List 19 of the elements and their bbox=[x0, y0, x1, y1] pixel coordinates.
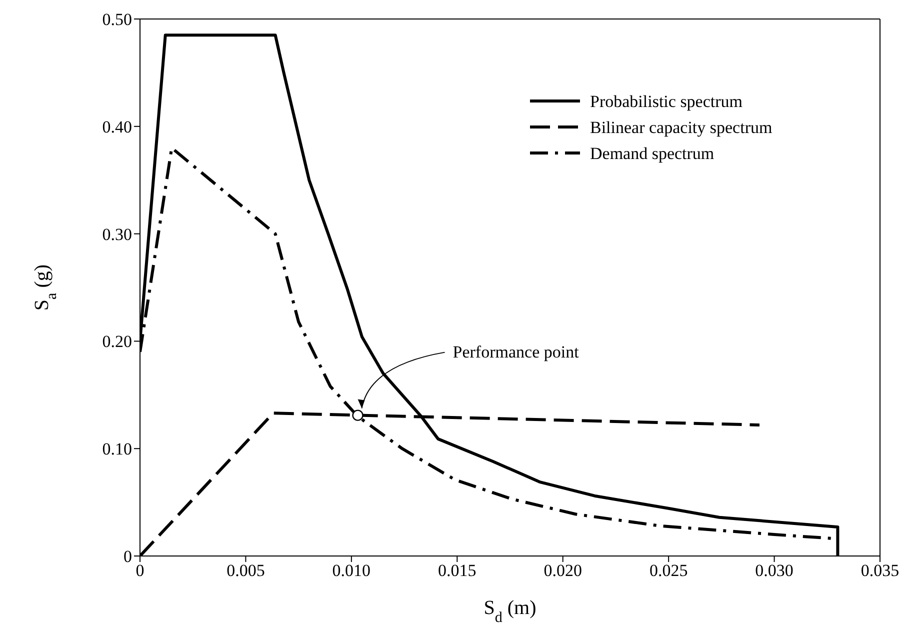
legend-label: Demand spectrum bbox=[590, 144, 714, 163]
x-tick-label: 0.035 bbox=[860, 561, 900, 580]
annotation: Performance point bbox=[452, 342, 580, 362]
x-tick-label: 0.030 bbox=[755, 561, 794, 580]
y-tick-label: 0.50 bbox=[102, 10, 132, 30]
y-tick-label: 0 bbox=[124, 547, 132, 566]
y-tick-label: 0.20 bbox=[102, 332, 132, 352]
x-tick-label: 0.005 bbox=[226, 561, 265, 580]
y-tick-label: 0.40 bbox=[102, 117, 132, 136]
y-tick-label: 0.10 bbox=[102, 440, 132, 459]
legend-label: Bilinear capacity spectrum bbox=[590, 118, 772, 137]
x-tick-label: 0.025 bbox=[649, 561, 688, 580]
x-tick-label: 0.010 bbox=[332, 561, 371, 580]
x-axis-title: S$_{d}$ (m) bbox=[484, 597, 536, 626]
y-tick-label: 0.30 bbox=[102, 224, 132, 244]
x-tick-label: 0.020 bbox=[544, 561, 582, 580]
x-tick-label: 0 bbox=[136, 561, 144, 580]
x-tick-label: 0.015 bbox=[438, 561, 476, 580]
legend-label: Probabilistic spectrum bbox=[590, 92, 743, 111]
